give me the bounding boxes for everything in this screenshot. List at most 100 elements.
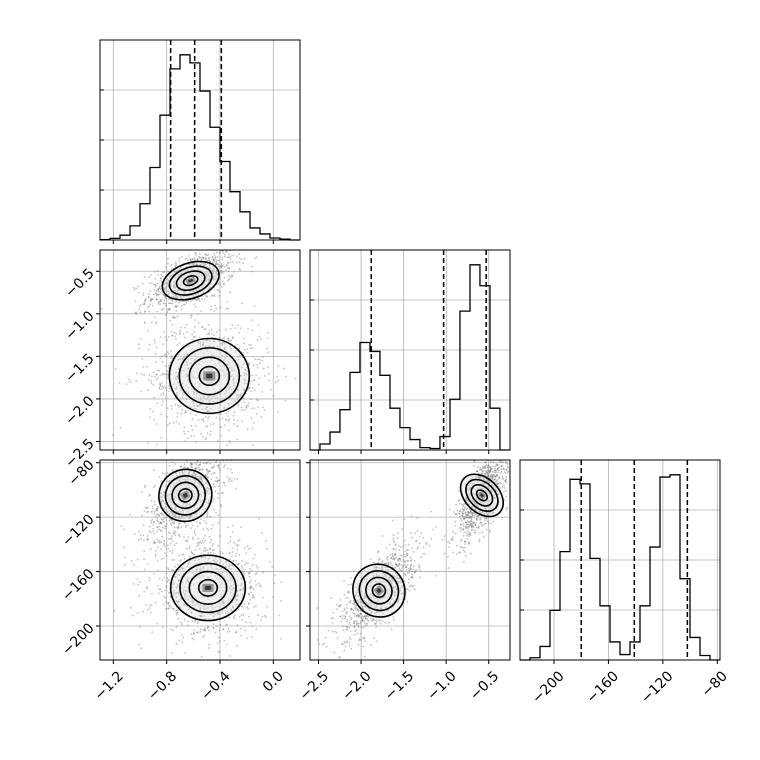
sample-point	[165, 355, 168, 358]
sample-point	[128, 378, 131, 381]
sample-point	[148, 604, 151, 607]
sample-point	[188, 263, 191, 266]
sample-point	[226, 631, 229, 633]
sample-point	[234, 631, 237, 634]
sample-point	[497, 467, 499, 470]
sample-point	[167, 531, 170, 534]
sample-point	[197, 273, 200, 276]
sample-point	[485, 471, 488, 473]
sample-point	[204, 339, 207, 342]
sample-point	[205, 277, 208, 279]
sample-point	[199, 630, 202, 633]
sample-point	[207, 625, 210, 628]
sample-point	[379, 607, 382, 609]
sample-point	[204, 461, 207, 464]
sample-point	[202, 418, 205, 421]
sample-point	[378, 598, 381, 601]
sample-point	[190, 527, 193, 530]
sample-point	[227, 373, 229, 376]
sample-point	[162, 283, 165, 286]
sample-point	[410, 515, 413, 518]
sample-point	[472, 506, 475, 508]
sample-point	[255, 398, 258, 401]
sample-point	[468, 512, 471, 515]
sample-point	[239, 269, 242, 271]
sample-point	[207, 499, 210, 502]
sample-point	[159, 521, 162, 524]
sample-point	[245, 621, 248, 624]
sample-point	[199, 484, 201, 487]
sample-point	[165, 572, 168, 575]
sample-point	[173, 286, 176, 289]
sample-point	[489, 470, 492, 473]
sample-point	[214, 256, 217, 259]
sample-point	[165, 375, 168, 377]
sample-point	[196, 283, 199, 286]
sample-point	[458, 510, 461, 513]
sample-point	[198, 541, 200, 544]
sample-point	[197, 467, 200, 469]
sample-point	[233, 477, 236, 480]
sample-point	[249, 586, 251, 589]
sample-point	[193, 578, 196, 581]
sample-point	[186, 540, 189, 543]
sample-point	[183, 364, 186, 367]
sample-point	[142, 291, 145, 294]
sample-point	[230, 375, 233, 378]
sample-point	[198, 469, 201, 471]
sample-point	[184, 486, 187, 489]
sample-point	[180, 285, 182, 288]
sample-point	[167, 495, 170, 498]
sample-point	[191, 258, 194, 261]
sample-point	[484, 470, 487, 472]
sample-point	[277, 365, 280, 368]
sample-point	[370, 581, 373, 584]
sample-point	[192, 393, 195, 396]
sample-point	[144, 484, 146, 487]
sample-point	[170, 569, 173, 572]
sample-point	[160, 404, 163, 406]
sample-point	[193, 272, 196, 274]
sample-point	[217, 611, 220, 614]
sample-point	[232, 454, 234, 456]
sample-point	[194, 462, 196, 464]
sample-point	[204, 507, 206, 510]
sample-point	[209, 423, 212, 426]
sample-point	[193, 493, 196, 495]
sample-point	[178, 279, 181, 281]
sample-point	[203, 520, 206, 522]
sample-point	[208, 257, 211, 259]
sample-point	[232, 414, 235, 417]
sample-point	[183, 287, 186, 289]
sample-point	[488, 493, 491, 496]
sample-point	[175, 481, 178, 484]
sample-point	[228, 616, 231, 619]
sample-point	[182, 516, 184, 518]
sample-point	[135, 311, 137, 314]
sample-point	[200, 310, 202, 313]
sample-point	[490, 507, 492, 510]
sample-point	[234, 364, 236, 367]
sample-point	[460, 523, 462, 526]
sample-point	[198, 273, 200, 276]
sample-point	[238, 347, 241, 350]
sample-point	[199, 461, 202, 464]
sample-point	[479, 475, 482, 478]
sample-point	[253, 305, 256, 307]
sample-point	[237, 403, 240, 406]
sample-point	[161, 275, 164, 278]
sample-point	[476, 498, 479, 501]
sample-point	[174, 534, 177, 536]
sample-point	[217, 466, 220, 469]
sample-point	[191, 552, 194, 555]
sample-point	[187, 562, 190, 565]
sample-point	[174, 495, 176, 498]
sample-point	[209, 547, 212, 550]
sample-point	[192, 604, 195, 607]
sample-point	[391, 555, 394, 557]
sample-point	[213, 395, 215, 398]
density-peak	[182, 492, 188, 498]
sample-point	[215, 259, 218, 261]
sample-point	[478, 485, 481, 488]
sample-point	[466, 519, 469, 522]
